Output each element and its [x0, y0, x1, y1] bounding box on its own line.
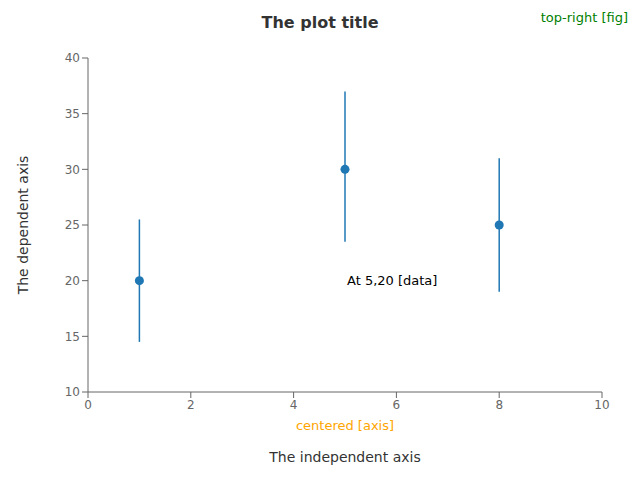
html-text:centered [axis]: centered [axis] — [295, 418, 395, 433]
svg-text:At 5,20 [data]: At 5,20 [data] — [347, 273, 437, 288]
svg-text:2: 2 — [187, 398, 195, 412]
svg-text:10: 10 — [594, 398, 609, 412]
svg-text:10: 10 — [65, 385, 80, 399]
svg-text:8: 8 — [495, 398, 503, 412]
svg-text:25: 25 — [65, 218, 80, 232]
svg-text:30: 30 — [65, 163, 80, 177]
svg-text:20: 20 — [65, 274, 80, 288]
html-text:The plot title: The plot title — [261, 13, 379, 32]
svg-text:The independent axis: The independent axis — [268, 449, 420, 465]
svg-text:0: 0 — [84, 398, 92, 412]
svg-text:4: 4 — [290, 398, 298, 412]
svg-text:40: 40 — [65, 51, 80, 65]
svg-text:6: 6 — [393, 398, 401, 412]
svg-text:15: 15 — [65, 330, 80, 344]
html-text:top-right [fig]: top-right [fig] — [540, 10, 628, 25]
svg-text:The dependent axis: The dependent axis — [15, 156, 31, 296]
svg-text:35: 35 — [65, 107, 80, 121]
